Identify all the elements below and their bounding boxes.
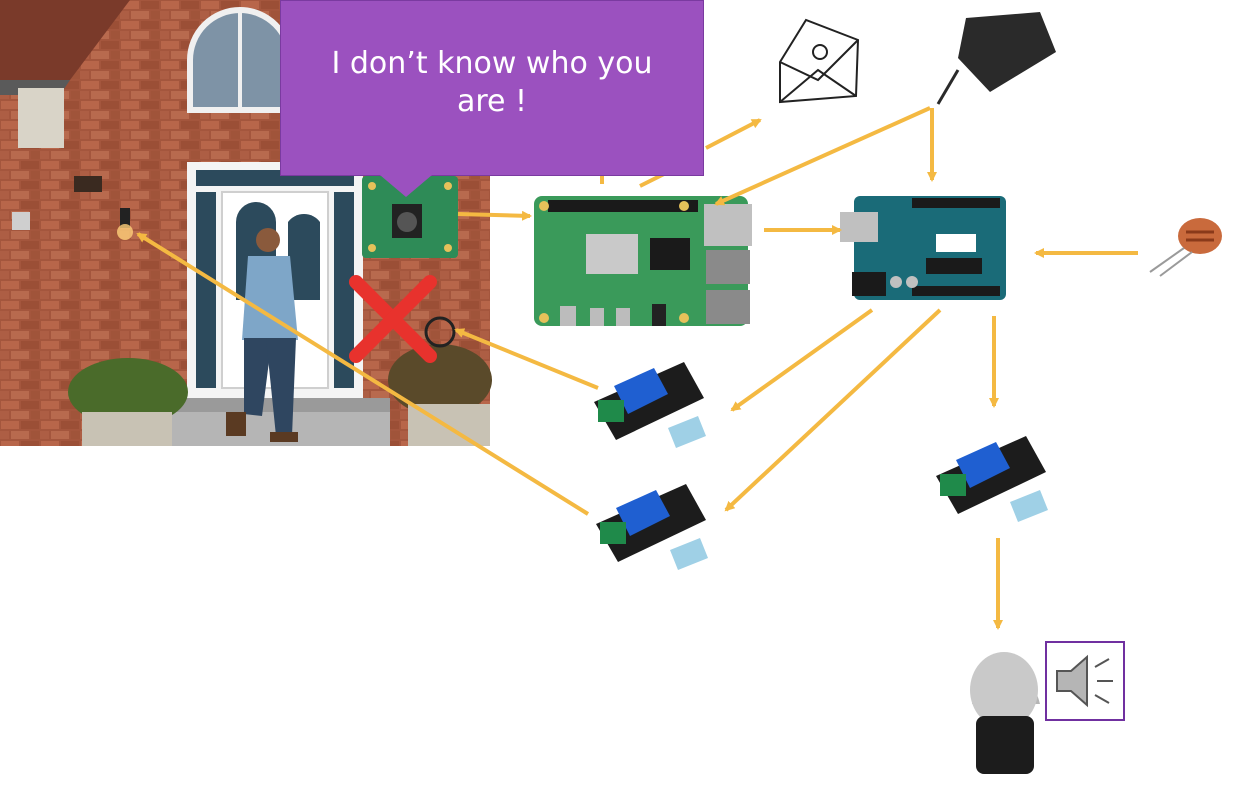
connection-arrows — [136, 106, 1138, 630]
alarm-bell-icon — [970, 652, 1040, 774]
relay-module-2 — [596, 484, 708, 570]
speaker-icon — [1056, 654, 1113, 708]
speech-bubble-tail — [380, 175, 432, 197]
power-adapter-icon — [936, 12, 1056, 105]
speech-bubble: I don’t know who you are ! — [280, 0, 704, 176]
raspberry-pi-board — [534, 196, 752, 326]
relay-module-1 — [594, 362, 706, 448]
arduino-board — [840, 196, 1006, 300]
speech-bubble-text: I don’t know who you are ! — [331, 46, 653, 119]
relay-module-3 — [936, 436, 1048, 522]
light-sensor-icon — [1149, 218, 1222, 277]
red-cross-icon — [349, 275, 437, 363]
speaker-box[interactable] — [1045, 641, 1125, 721]
person-figure — [226, 228, 298, 442]
envelope-email-icon — [779, 18, 860, 104]
